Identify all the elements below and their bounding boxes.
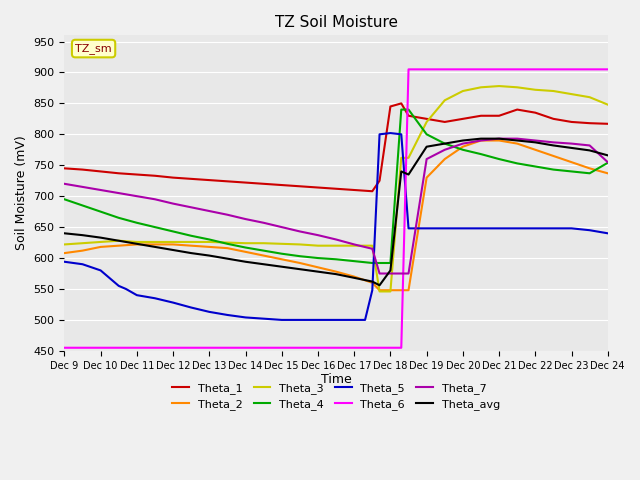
Title: TZ Soil Moisture: TZ Soil Moisture [275,15,397,30]
Y-axis label: Soil Moisture (mV): Soil Moisture (mV) [15,136,28,251]
Text: TZ_sm: TZ_sm [76,43,112,54]
Legend: Theta_1, Theta_2, Theta_3, Theta_4, Theta_5, Theta_6, Theta_7, Theta_avg: Theta_1, Theta_2, Theta_3, Theta_4, Thet… [168,378,504,415]
X-axis label: Time: Time [321,373,351,386]
